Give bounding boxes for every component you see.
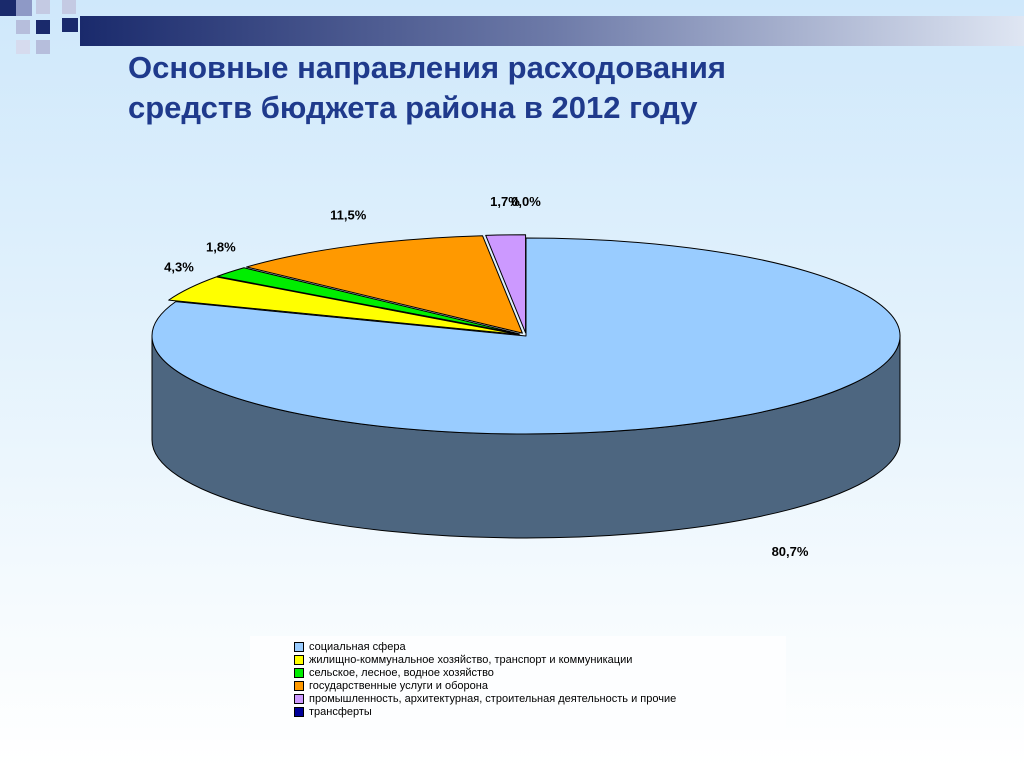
legend-item-4: промышленность, архитектурная, строитель… xyxy=(294,692,786,705)
legend-swatch xyxy=(294,667,304,678)
pie-slice-3 xyxy=(246,235,523,334)
data-label-2: 1,8% xyxy=(206,240,236,255)
legend-swatch xyxy=(294,641,304,652)
legend-swatch xyxy=(294,693,304,704)
legend-label: государственные услуги и оборона xyxy=(309,679,488,692)
data-label-1: 4,3% xyxy=(164,259,194,274)
legend-item-5: трансферты xyxy=(294,705,786,718)
pie-slice-1 xyxy=(168,276,520,335)
pie-slice-0 xyxy=(151,237,901,435)
legend-label: жилищно-коммунальное хозяйство, транспор… xyxy=(309,653,633,666)
chart-legend: социальная сфера жилищно-коммунальное хоз… xyxy=(250,636,786,728)
pie-slice-2 xyxy=(216,267,521,335)
data-label-4: 1,7% xyxy=(490,194,520,209)
header-bar xyxy=(80,16,1024,46)
legend-swatch xyxy=(294,706,304,717)
title-line-2: средств бюджета района в 2012 году xyxy=(128,90,698,125)
legend-label: промышленность, архитектурная, строитель… xyxy=(309,692,677,705)
legend-label: трансферты xyxy=(309,705,372,718)
data-label-3: 11,5% xyxy=(330,207,367,222)
legend-item-2: сельское, лесное, водное хозяйство xyxy=(294,666,786,679)
title-line-1: Основные направления расходования xyxy=(128,50,727,85)
legend-item-0: социальная сфера xyxy=(294,640,786,653)
corner-decoration xyxy=(0,0,78,54)
legend-item-1: жилищно-коммунальное хозяйство, транспор… xyxy=(294,653,786,666)
data-label-5: 0,0% xyxy=(511,194,541,209)
legend-item-3: государственные услуги и оборона xyxy=(294,679,786,692)
legend-swatch xyxy=(294,680,304,691)
legend-swatch xyxy=(294,654,304,665)
legend-label: социальная сфера xyxy=(309,640,406,653)
pie-slice-4 xyxy=(485,234,527,334)
slide-title: Основные направления расходования средст… xyxy=(128,48,888,128)
legend-label: сельское, лесное, водное хозяйство xyxy=(309,666,494,679)
data-label-0: 80,7% xyxy=(772,544,809,559)
